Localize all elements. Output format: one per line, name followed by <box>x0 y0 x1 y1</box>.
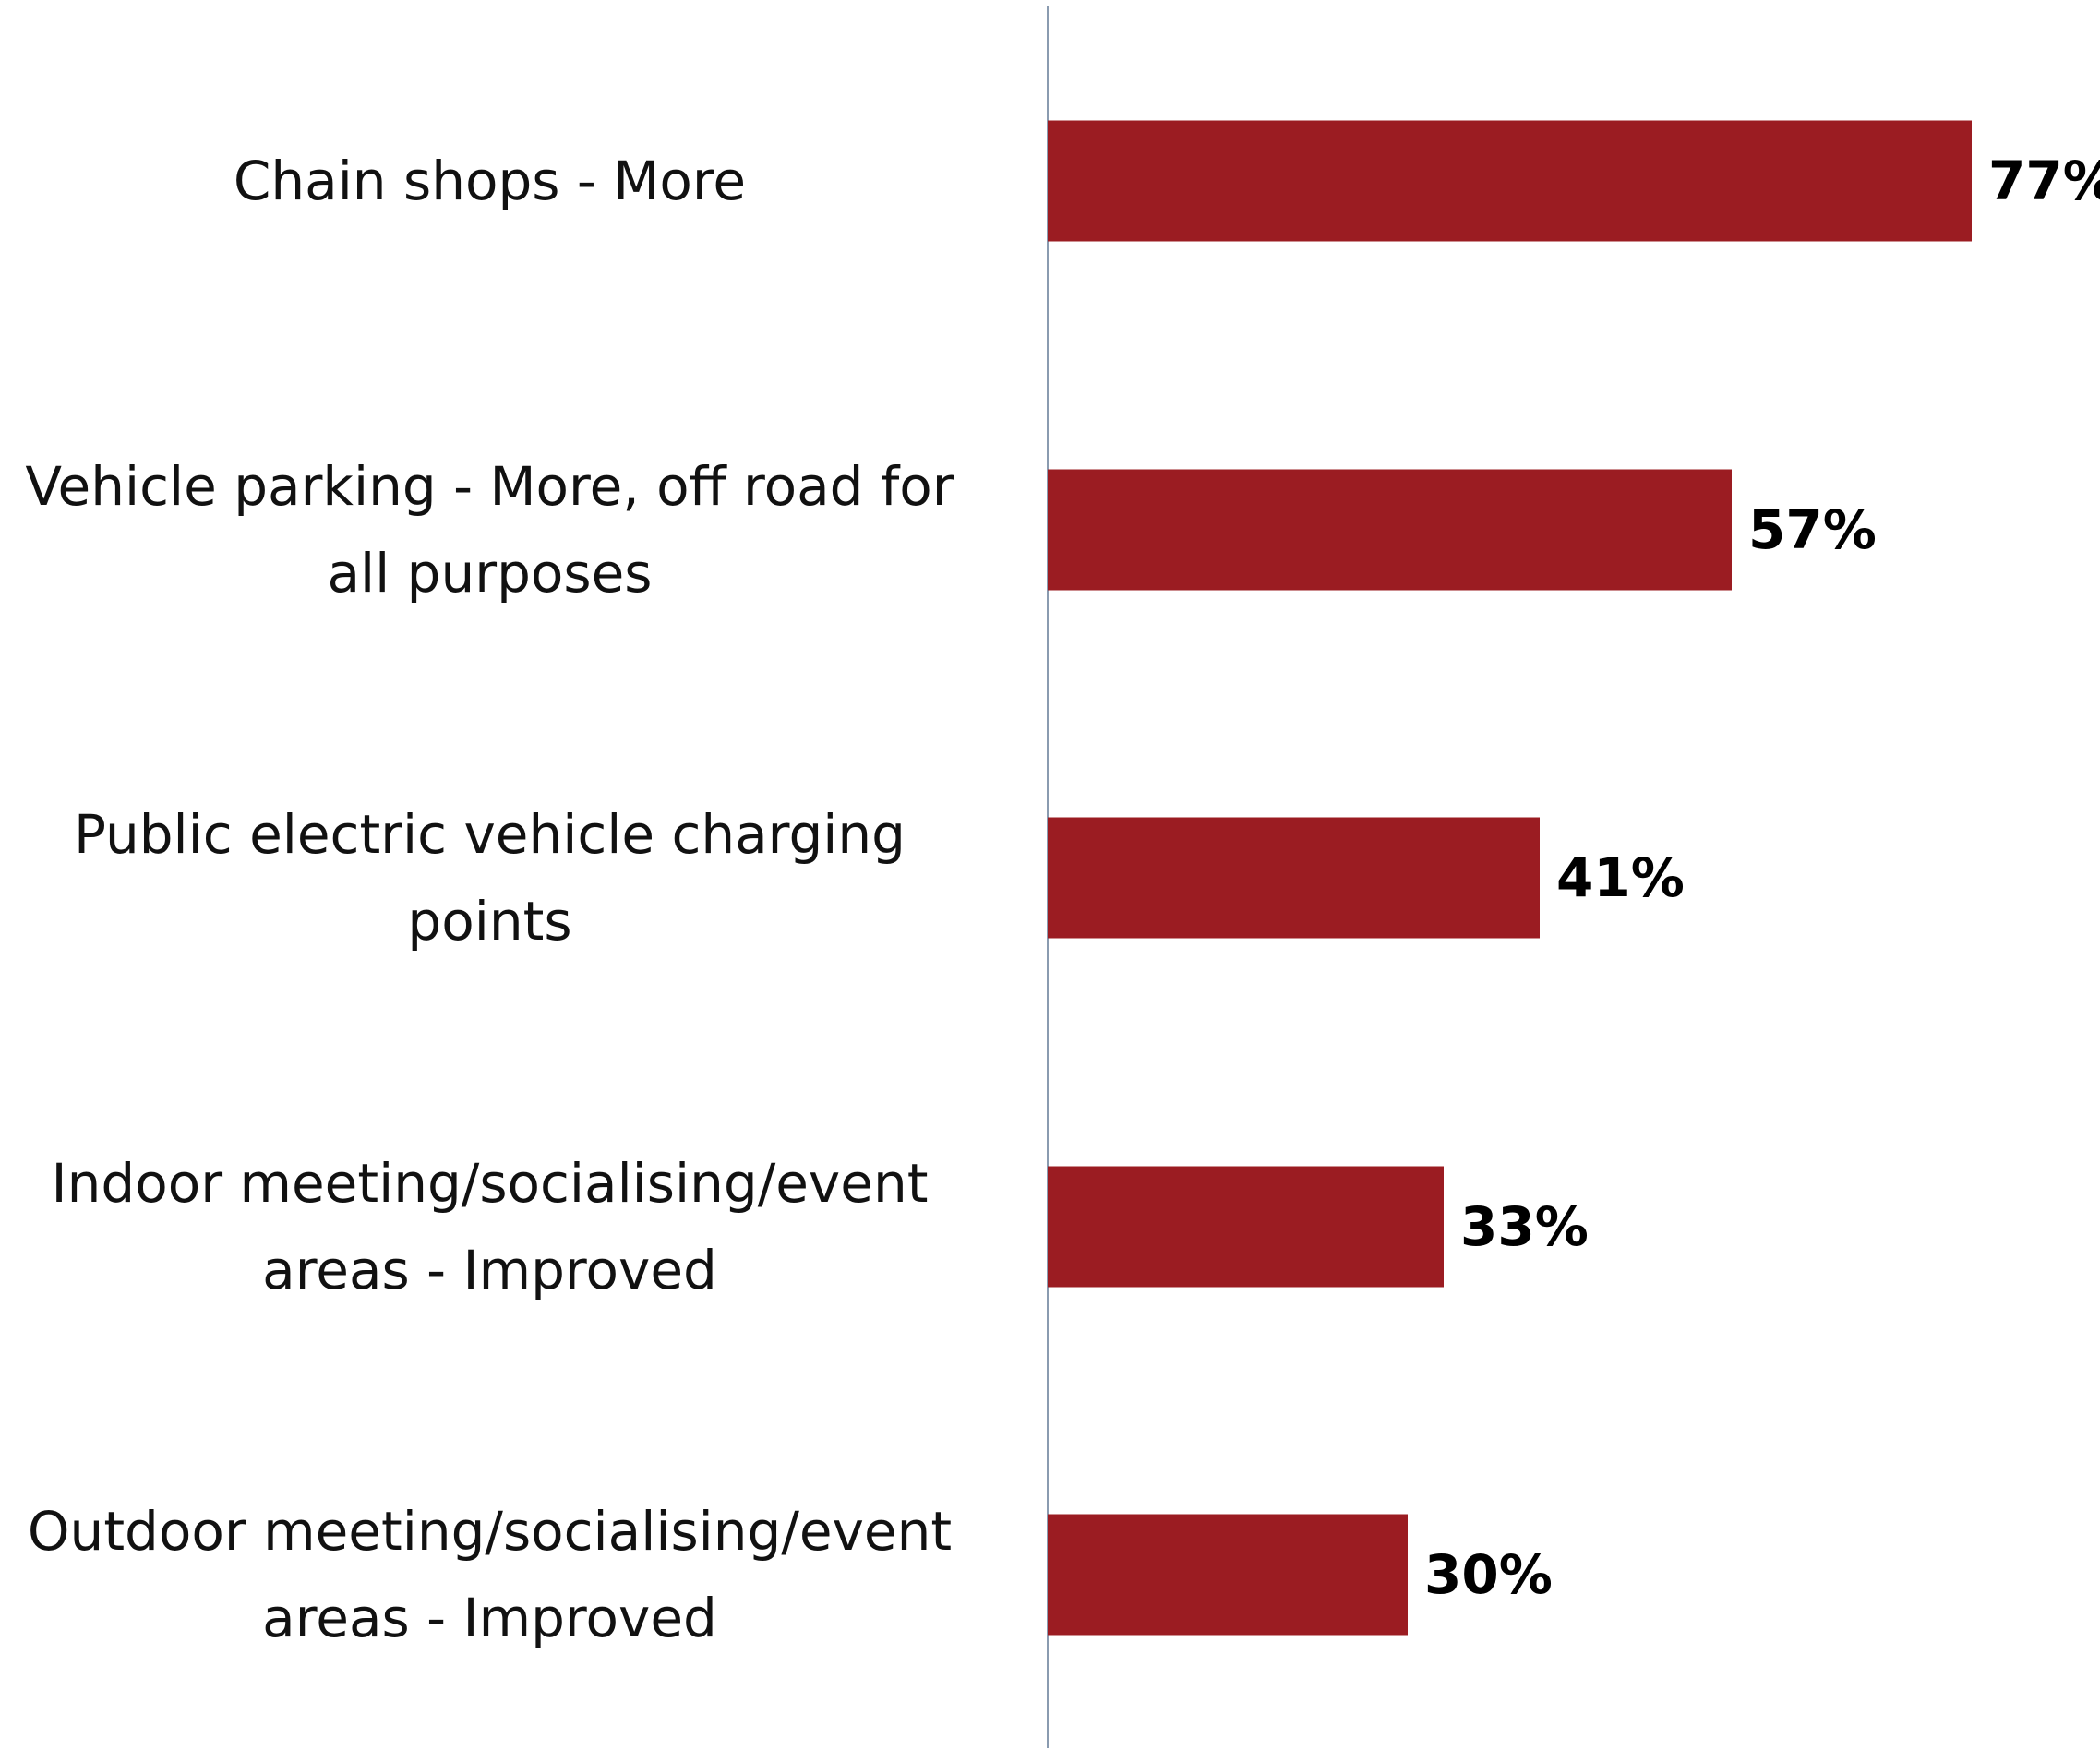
value-label: 33% <box>1460 1194 1589 1258</box>
category-label: Chain shops - More <box>233 150 747 212</box>
value-label: 41% <box>1556 846 1685 909</box>
category-label: Outdoor meeting/socialising/event areas … <box>27 1500 953 1649</box>
value-label: 57% <box>1748 497 1877 561</box>
bar <box>1048 1514 1408 1636</box>
category-label: Vehicle parking - More, off road for all… <box>25 454 954 605</box>
bar <box>1048 469 1732 590</box>
bar <box>1048 1166 1444 1287</box>
category-label: Indoor meeting/socialising/event areas -… <box>51 1151 929 1301</box>
value-label: 77% <box>1988 150 2100 212</box>
value-label: 30% <box>1424 1543 1553 1606</box>
bar <box>1048 817 1540 939</box>
category-label: Public electric vehicle charging points <box>73 803 906 953</box>
bar <box>1048 120 1972 242</box>
